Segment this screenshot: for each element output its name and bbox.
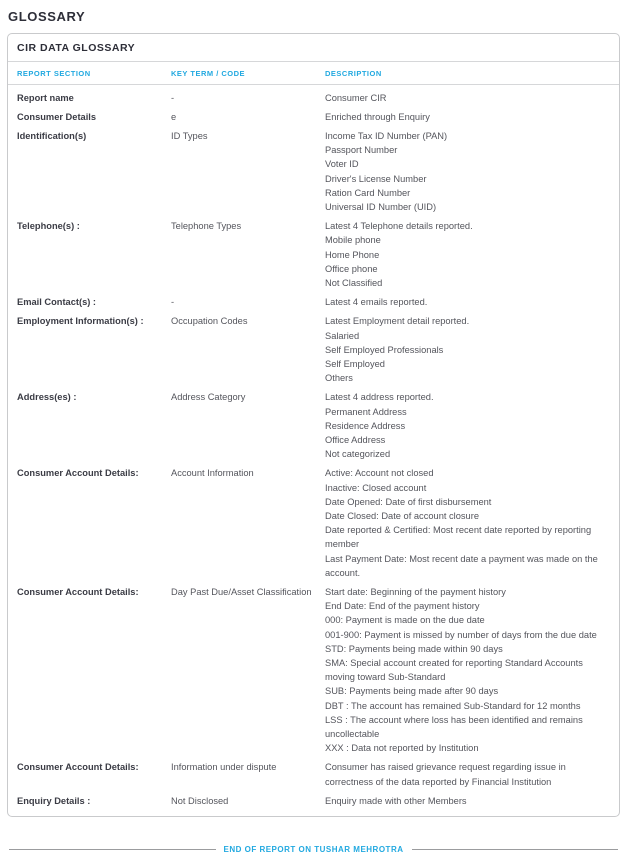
report-section-cell: Consumer Account Details: <box>17 587 139 597</box>
table-row: Consumer Details e Enriched through Enquir… <box>8 107 619 126</box>
description-line: Residence Address <box>325 420 406 431</box>
table-row: Report name - Consumer CIR <box>8 88 619 107</box>
description-line: SUB: Payments being made after 90 days <box>325 686 499 697</box>
column-header-report-section: REPORT SECTION <box>17 69 91 78</box>
description-line: Self Employed Professionals <box>325 344 444 355</box>
key-term-cell: Day Past Due/Asset Classification <box>171 587 312 597</box>
table-row: Consumer Account Details: Day Past Due/As… <box>8 583 619 758</box>
table-row: Address(es) : Address Category Latest 4 ad… <box>8 388 619 464</box>
description-cell: Latest 4 address reported. Permanent Addr… <box>325 390 610 461</box>
description-line: Self Employed <box>325 358 385 369</box>
description-line: STD: Payments being made within 90 days <box>325 643 503 654</box>
table-row: Consumer Account Details: Account Informa… <box>8 464 619 583</box>
description-line: DBT : The account has remained Sub-Stand… <box>325 700 581 711</box>
key-term-cell: - <box>171 92 175 103</box>
key-term-cell: Account Information <box>171 468 254 479</box>
table-row: Email Contact(s) : - Latest 4 emails repor… <box>8 293 619 312</box>
description-line: XXX : Data not reported by Institution <box>325 743 479 754</box>
card-title: CIR DATA GLOSSARY <box>8 34 619 62</box>
description-line: Latest 4 emails reported. <box>325 297 428 308</box>
description-cell: Enquiry made with other Members <box>325 794 610 808</box>
table-row: Employment Information(s) : Occupation Co… <box>8 312 619 388</box>
description-line: Active: Account not closed <box>325 468 434 479</box>
report-section-cell: Consumer Details <box>17 111 97 122</box>
footer-rule-left <box>9 848 216 850</box>
description-line: Latest Employment detail reported. <box>325 316 470 327</box>
table-row: Enquiry Details : Not Disclosed Enquiry ma… <box>8 791 619 810</box>
glossary-table-body: Report name - Consumer CIR Consumer Details… <box>8 85 619 816</box>
column-header-description: DESCRIPTION <box>325 69 382 78</box>
key-term-cell: Information under dispute <box>171 762 277 773</box>
description-line: Not Classified <box>325 277 383 288</box>
description-cell: Active: Account not closed Inactive: Clos… <box>325 466 610 580</box>
description-line: Last Payment Date: Most recent date a pa… <box>325 553 598 578</box>
key-term-cell: e <box>171 111 177 122</box>
glossary-page: GLOSSARY CIR DATA GLOSSARY REPORT SECTIO… <box>0 9 627 856</box>
description-line: Driver's License Number <box>325 173 427 184</box>
table-row: Telephone(s) : Telephone Types Latest 4 Te… <box>8 217 619 293</box>
key-term-cell: - <box>171 297 175 308</box>
table-row: Consumer Account Details: Information und… <box>8 758 619 791</box>
description-line: Date reported & Certified: Most recent d… <box>325 525 592 550</box>
description-line: Inactive: Closed account <box>325 482 427 493</box>
end-of-report-footer: END OF REPORT ON TUSHAR MEHROTRA <box>9 845 618 854</box>
description-cell: Start date: Beginning of the payment his… <box>325 585 610 755</box>
column-header-key-term-code: KEY TERM / CODE <box>171 69 246 78</box>
description-line: Date Opened: Date of first disbursement <box>325 496 492 507</box>
description-line: LSS : The account where loss has been id… <box>325 714 583 740</box>
description-cell: Latest 4 Telephone details reported. Mobi… <box>325 219 610 290</box>
description-line: Voter ID <box>325 159 359 170</box>
description-line: End Date: End of the payment history <box>325 601 480 612</box>
description-line: Enquiry made with other Members <box>325 795 467 806</box>
description-line: Consumer has raised grievance request re… <box>325 762 566 787</box>
description-line: SMA: Special account created for reporti… <box>325 658 583 683</box>
description-cell: Income Tax ID Number (PAN) Passport Numbe… <box>325 129 610 214</box>
description-line: Enriched through Enquiry <box>325 111 430 122</box>
description-cell: Consumer has raised grievance request re… <box>325 760 610 788</box>
report-section-cell: Address(es) : <box>17 392 77 403</box>
report-section-cell: Consumer Account Details: <box>17 468 139 479</box>
report-section-cell: Email Contact(s) : <box>17 297 97 308</box>
description-line: Income Tax ID Number (PAN) <box>325 130 448 141</box>
description-line: Mobile phone <box>325 235 381 246</box>
description-line: Latest 4 Telephone details reported. <box>325 221 473 232</box>
footer-rule-right <box>411 848 618 850</box>
description-line: Consumer CIR <box>325 92 387 103</box>
description-line: Passport Number <box>325 145 398 156</box>
description-cell: Enriched through Enquiry <box>325 110 610 124</box>
description-line: Home Phone <box>325 249 380 260</box>
description-line: Universal ID Number (UID) <box>325 201 437 212</box>
description-line: Not categorized <box>325 449 391 460</box>
page-title: GLOSSARY <box>8 9 86 24</box>
description-line: Permanent Address <box>325 406 407 417</box>
description-line: Office Address <box>325 434 386 445</box>
description-line: 001-900: Payment is missed by number of … <box>325 629 597 640</box>
description-cell: Latest 4 emails reported. <box>325 295 610 309</box>
description-line: Date Closed: Date of account closure <box>325 510 479 521</box>
description-line: 000: Payment is made on the due date <box>325 615 485 626</box>
table-row: Identification(s) ID Types Income Tax ID N… <box>8 126 619 216</box>
report-section-cell: Consumer Account Details: <box>17 762 139 773</box>
report-section-cell: Report name <box>17 92 74 103</box>
description-line: Ration Card Number <box>325 187 411 198</box>
description-cell: Consumer CIR <box>325 91 610 105</box>
report-section-cell: Enquiry Details : <box>17 795 91 806</box>
description-line: Office phone <box>325 263 378 274</box>
key-term-cell: Not Disclosed <box>171 795 229 806</box>
key-term-cell: Occupation Codes <box>171 316 248 327</box>
key-term-cell: Address Category <box>171 392 246 403</box>
key-term-cell: Telephone Types <box>171 221 242 232</box>
description-line: Latest 4 address reported. <box>325 392 434 403</box>
table-header-row: REPORT SECTION KEY TERM / CODE DESCRIPTI… <box>8 62 619 85</box>
description-line: Start date: Beginning of the payment his… <box>325 587 506 597</box>
report-section-cell: Employment Information(s) : <box>17 316 144 327</box>
description-cell: Latest Employment detail reported. Salari… <box>325 314 610 385</box>
description-line: Others <box>325 373 353 384</box>
description-line: Salaried <box>325 330 360 341</box>
key-term-cell: ID Types <box>171 130 208 141</box>
report-section-cell: Identification(s) <box>17 130 87 141</box>
glossary-card: CIR DATA GLOSSARY REPORT SECTION KEY TER… <box>7 33 620 817</box>
end-of-report-text: END OF REPORT ON TUSHAR MEHROTRA <box>223 844 404 854</box>
report-section-cell: Telephone(s) : <box>17 221 80 232</box>
